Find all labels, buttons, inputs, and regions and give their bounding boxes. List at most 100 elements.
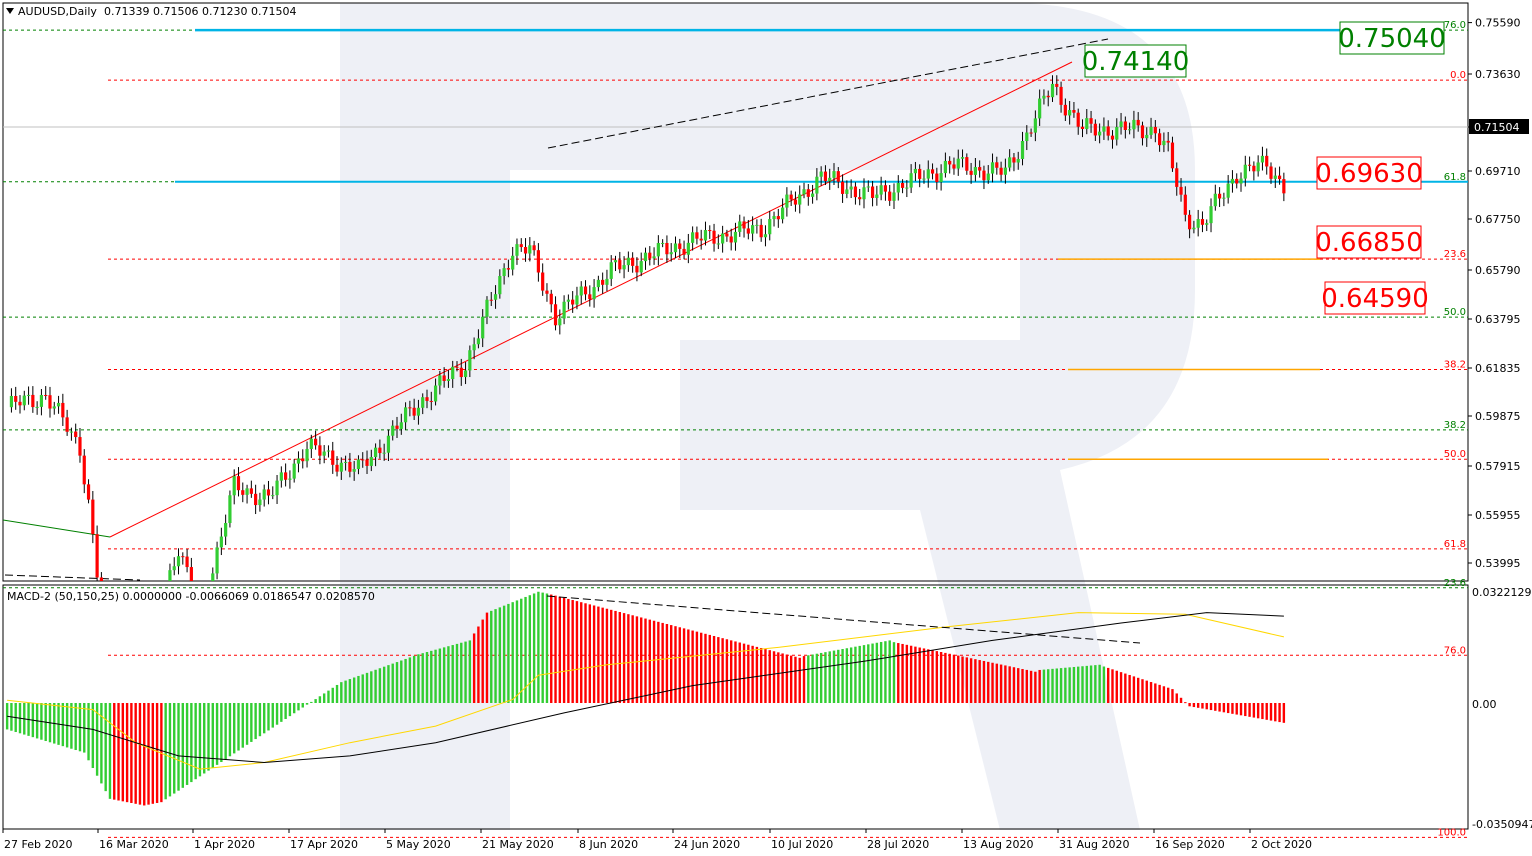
bull-candle bbox=[798, 185, 802, 214]
macd-bar bbox=[1244, 703, 1247, 717]
macd-bar bbox=[1034, 671, 1037, 703]
bear-candle bbox=[759, 218, 763, 242]
bull-candle bbox=[262, 484, 266, 507]
bear-candle bbox=[665, 235, 669, 263]
candle-body bbox=[905, 187, 909, 189]
bear-candle bbox=[1175, 162, 1179, 196]
candle-body bbox=[203, 602, 206, 612]
bear-candle bbox=[1106, 120, 1110, 141]
bull-candle bbox=[1132, 110, 1136, 139]
bull-candle bbox=[168, 563, 172, 581]
macd-bar bbox=[524, 596, 527, 703]
bull-candle bbox=[399, 413, 403, 435]
candle-body bbox=[862, 187, 866, 200]
candle-body bbox=[382, 452, 386, 454]
macd-bar bbox=[220, 703, 223, 763]
candle-body bbox=[785, 194, 789, 208]
y-tick-label: 0.67750 bbox=[1475, 213, 1521, 226]
candle-body bbox=[395, 425, 399, 429]
macd-bar bbox=[862, 645, 866, 703]
candle-body bbox=[176, 556, 181, 567]
bear-candle bbox=[888, 185, 892, 206]
bull-candle bbox=[1068, 100, 1072, 125]
macd-bar bbox=[717, 637, 720, 703]
candle-body bbox=[1269, 166, 1273, 179]
candle-body bbox=[999, 167, 1003, 175]
candle-body bbox=[648, 252, 652, 259]
macd-bar bbox=[472, 633, 476, 703]
bear-candle bbox=[91, 491, 95, 544]
bear-candle bbox=[82, 449, 86, 494]
macd-bar bbox=[258, 703, 262, 737]
macd-bar bbox=[995, 663, 999, 703]
macd-bar bbox=[507, 603, 510, 703]
candle-body bbox=[1166, 140, 1170, 143]
candle-body bbox=[789, 194, 793, 200]
macd-bar bbox=[1188, 703, 1191, 707]
bull-candle bbox=[515, 238, 519, 265]
candle-body bbox=[69, 431, 74, 433]
bear-candle bbox=[18, 395, 22, 414]
candle-body bbox=[18, 401, 22, 406]
y-tick-label: 0.59875 bbox=[1475, 410, 1521, 423]
bull-candle bbox=[909, 164, 913, 194]
bear-candle bbox=[1235, 173, 1239, 189]
macd-bar bbox=[537, 591, 540, 703]
macd-bar bbox=[785, 654, 789, 703]
fib-label: 100.0 bbox=[1437, 827, 1466, 838]
x-tick-label: 16 Mar 2020 bbox=[99, 838, 169, 851]
macd-bar bbox=[978, 660, 981, 703]
candle-body bbox=[511, 255, 515, 270]
macd-bar bbox=[305, 703, 309, 705]
macd-bar bbox=[168, 703, 172, 797]
candle-body bbox=[369, 457, 373, 466]
candle-body bbox=[1132, 119, 1136, 130]
bull-candle bbox=[481, 309, 485, 348]
macd-bar bbox=[1214, 703, 1217, 711]
candle-body bbox=[1265, 155, 1269, 167]
candle-body bbox=[665, 242, 669, 255]
bull-candle bbox=[416, 399, 421, 425]
macd-bar bbox=[665, 624, 669, 703]
bull-candle bbox=[673, 236, 678, 259]
bear-candle bbox=[549, 289, 553, 313]
candle-body bbox=[172, 566, 176, 571]
macd-bar bbox=[991, 662, 994, 703]
macd-bar bbox=[935, 651, 939, 703]
dropdown-arrow-icon[interactable] bbox=[6, 8, 14, 14]
macd-bar bbox=[203, 703, 206, 774]
bull-candle bbox=[305, 441, 309, 468]
macd-bar bbox=[335, 684, 339, 703]
candle-body bbox=[652, 256, 656, 259]
bull-candle bbox=[785, 187, 789, 217]
macd-bar bbox=[837, 649, 840, 703]
bull-candle bbox=[56, 395, 61, 414]
macd-bar bbox=[845, 648, 849, 703]
bull-candle bbox=[913, 161, 918, 182]
candle-body bbox=[1230, 178, 1235, 184]
macd-bar bbox=[417, 654, 420, 703]
macd-bar bbox=[670, 625, 673, 703]
bear-candle bbox=[318, 436, 322, 465]
candle-body bbox=[468, 350, 472, 371]
candle-body bbox=[888, 191, 892, 201]
macd-bar bbox=[121, 703, 125, 802]
macd-bar bbox=[939, 652, 943, 703]
price-boxes: 0.75040 0.74140 0.69630 0.66850 0.64590 bbox=[1082, 21, 1446, 315]
candle-body bbox=[78, 437, 82, 456]
macd-bar bbox=[888, 640, 891, 703]
bull-candle bbox=[1260, 146, 1265, 171]
bear-candle bbox=[601, 272, 605, 294]
candle-body bbox=[1175, 168, 1179, 187]
candle-body bbox=[1068, 110, 1072, 116]
candle-body bbox=[678, 243, 682, 249]
candle-body bbox=[502, 268, 506, 277]
macd-bar bbox=[254, 703, 257, 740]
candle-body bbox=[978, 167, 982, 171]
candle-body bbox=[922, 178, 926, 180]
macd-bar bbox=[909, 645, 913, 703]
candle-body bbox=[472, 344, 476, 351]
macd-bar bbox=[1021, 669, 1024, 703]
bull-candle bbox=[326, 445, 331, 458]
macd-bar bbox=[331, 687, 334, 703]
